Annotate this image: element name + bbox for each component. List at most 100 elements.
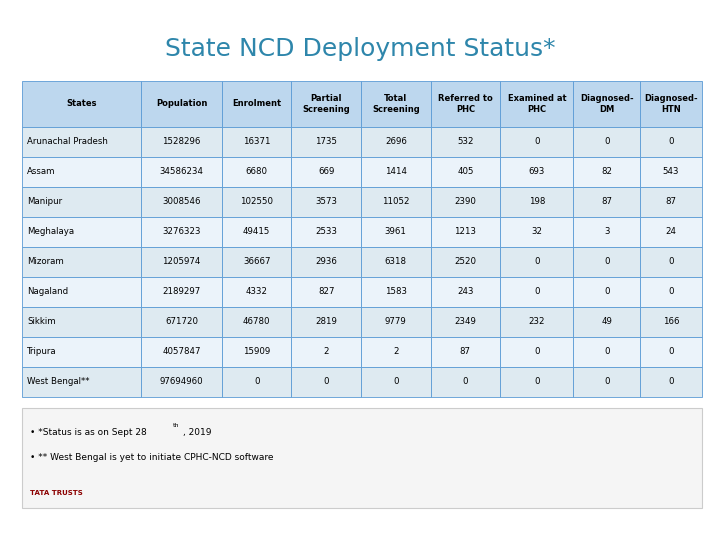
Bar bbox=[222, 337, 292, 367]
Bar bbox=[640, 277, 702, 307]
Bar bbox=[141, 187, 222, 217]
Bar bbox=[292, 277, 361, 307]
Text: 0: 0 bbox=[393, 377, 399, 387]
Bar bbox=[292, 157, 361, 187]
Bar bbox=[141, 157, 222, 187]
Text: 543: 543 bbox=[662, 167, 679, 177]
Text: 1205974: 1205974 bbox=[162, 258, 201, 266]
Bar bbox=[292, 247, 361, 277]
Bar bbox=[431, 337, 500, 367]
Text: 669: 669 bbox=[318, 167, 335, 177]
Bar bbox=[500, 337, 573, 367]
Text: 232: 232 bbox=[528, 318, 545, 326]
Text: 82: 82 bbox=[601, 167, 612, 177]
Text: 1735: 1735 bbox=[315, 137, 337, 146]
Text: Diagnosed-
DM: Diagnosed- DM bbox=[580, 94, 634, 113]
Text: 36667: 36667 bbox=[243, 258, 271, 266]
Bar bbox=[222, 247, 292, 277]
Text: 1528296: 1528296 bbox=[162, 137, 201, 146]
Text: 2936: 2936 bbox=[315, 258, 337, 266]
Text: 87: 87 bbox=[460, 347, 471, 356]
Text: 0: 0 bbox=[604, 377, 610, 387]
Bar bbox=[141, 81, 222, 127]
Bar bbox=[640, 187, 702, 217]
Text: 2349: 2349 bbox=[454, 318, 477, 326]
Text: • *Status is as on Sept 28: • *Status is as on Sept 28 bbox=[30, 428, 146, 437]
Text: 532: 532 bbox=[457, 137, 474, 146]
Bar bbox=[500, 187, 573, 217]
Text: Nagaland: Nagaland bbox=[27, 287, 68, 296]
Bar bbox=[500, 81, 573, 127]
Bar bbox=[573, 367, 640, 397]
Bar bbox=[640, 217, 702, 247]
Bar bbox=[222, 307, 292, 337]
Text: Tripura: Tripura bbox=[27, 347, 57, 356]
Text: Arunachal Pradesh: Arunachal Pradesh bbox=[27, 137, 108, 146]
Text: 2696: 2696 bbox=[385, 137, 407, 146]
Bar bbox=[22, 127, 141, 157]
Text: 15909: 15909 bbox=[243, 347, 270, 356]
Bar bbox=[22, 217, 141, 247]
Text: 87: 87 bbox=[601, 197, 612, 206]
Text: Referred to
PHC: Referred to PHC bbox=[438, 94, 492, 113]
Bar bbox=[292, 367, 361, 397]
Bar bbox=[573, 307, 640, 337]
Bar bbox=[22, 307, 141, 337]
Text: Partial
Screening: Partial Screening bbox=[302, 94, 350, 113]
Bar bbox=[292, 81, 361, 127]
Text: 405: 405 bbox=[457, 167, 474, 177]
Text: 49415: 49415 bbox=[243, 227, 271, 237]
Text: Mizoram: Mizoram bbox=[27, 258, 64, 266]
Bar bbox=[640, 157, 702, 187]
Text: 11052: 11052 bbox=[382, 197, 410, 206]
Text: 3: 3 bbox=[604, 227, 610, 237]
Bar bbox=[500, 247, 573, 277]
Bar bbox=[500, 217, 573, 247]
Text: 0: 0 bbox=[668, 287, 674, 296]
Bar bbox=[222, 217, 292, 247]
Bar bbox=[222, 81, 292, 127]
Bar bbox=[431, 81, 500, 127]
Text: 3961: 3961 bbox=[385, 227, 407, 237]
Text: 2: 2 bbox=[393, 347, 399, 356]
Text: 1414: 1414 bbox=[384, 167, 407, 177]
Bar bbox=[22, 277, 141, 307]
Text: 3573: 3573 bbox=[315, 197, 337, 206]
Bar bbox=[292, 187, 361, 217]
Text: 24: 24 bbox=[665, 227, 677, 237]
Text: 3276323: 3276323 bbox=[162, 227, 201, 237]
Bar bbox=[141, 367, 222, 397]
Bar bbox=[573, 187, 640, 217]
Bar bbox=[361, 247, 431, 277]
Text: 0: 0 bbox=[463, 377, 468, 387]
Bar bbox=[222, 187, 292, 217]
Bar bbox=[361, 337, 431, 367]
Text: 6680: 6680 bbox=[246, 167, 268, 177]
Text: 2520: 2520 bbox=[454, 258, 477, 266]
Text: Diagnosed-
HTN: Diagnosed- HTN bbox=[644, 94, 698, 113]
Text: Sikkim: Sikkim bbox=[27, 318, 55, 326]
Bar bbox=[500, 277, 573, 307]
Text: 3008546: 3008546 bbox=[162, 197, 201, 206]
Text: 9779: 9779 bbox=[385, 318, 407, 326]
Bar bbox=[573, 337, 640, 367]
Text: 2: 2 bbox=[323, 347, 329, 356]
Bar bbox=[361, 367, 431, 397]
Bar bbox=[640, 127, 702, 157]
Text: 32: 32 bbox=[531, 227, 542, 237]
Text: 0: 0 bbox=[254, 377, 259, 387]
Text: 4332: 4332 bbox=[246, 287, 268, 296]
Text: West Bengal**: West Bengal** bbox=[27, 377, 89, 387]
Bar bbox=[640, 81, 702, 127]
Bar bbox=[292, 307, 361, 337]
Bar bbox=[431, 307, 500, 337]
Text: 0: 0 bbox=[604, 258, 610, 266]
Text: 0: 0 bbox=[604, 137, 610, 146]
Bar bbox=[222, 127, 292, 157]
Text: State NCD Deployment Status*: State NCD Deployment Status* bbox=[165, 37, 555, 61]
Text: Enrolment: Enrolment bbox=[232, 99, 282, 109]
Bar bbox=[22, 367, 141, 397]
Bar bbox=[573, 247, 640, 277]
Text: 4057847: 4057847 bbox=[162, 347, 201, 356]
Text: Population: Population bbox=[156, 99, 207, 109]
